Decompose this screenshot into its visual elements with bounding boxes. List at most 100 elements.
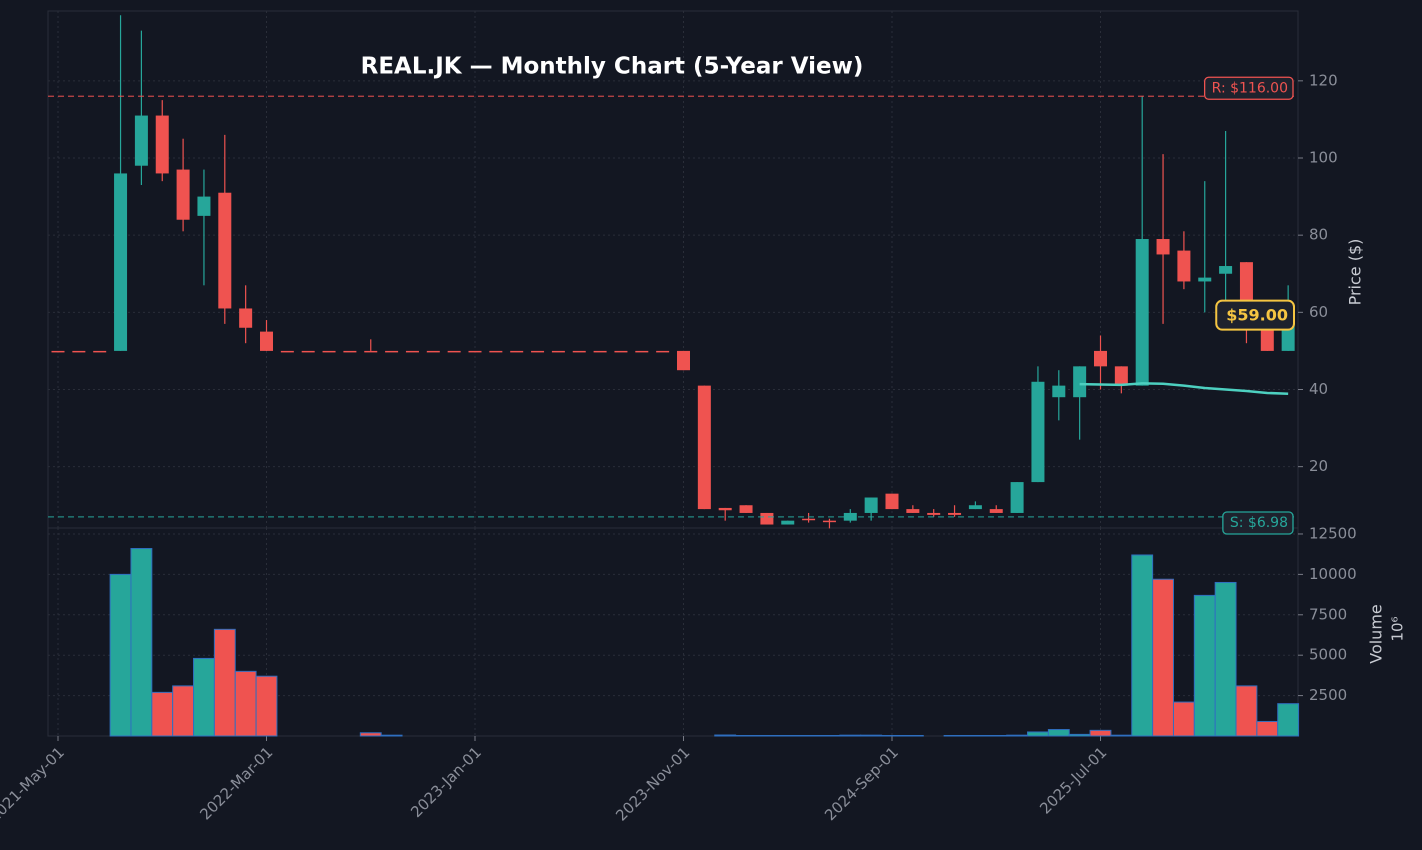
candle-body	[468, 350, 482, 353]
candle-body	[1114, 366, 1128, 386]
volume-bar	[1277, 703, 1300, 737]
candle-body	[635, 350, 649, 353]
candle-body	[1156, 239, 1170, 255]
candle-body	[822, 520, 836, 523]
candle-body	[781, 520, 795, 525]
volume-bar	[1172, 701, 1195, 737]
candle-body	[301, 350, 315, 353]
volume-bar	[1110, 734, 1133, 737]
candle-body	[51, 350, 65, 353]
candle-body	[93, 350, 107, 353]
candle-body	[1094, 350, 1107, 367]
candle-body	[176, 169, 190, 220]
volume-bar	[1089, 729, 1112, 737]
candle-body	[572, 350, 586, 353]
candle-body	[718, 507, 732, 511]
candle-body	[697, 385, 711, 510]
volume-bar	[172, 685, 195, 737]
volume-tick-label: 7500	[1309, 605, 1347, 623]
volume-bar	[193, 657, 215, 737]
volume-tick-label: 10000	[1309, 565, 1357, 583]
volume-bar	[213, 628, 236, 737]
candle-body	[343, 350, 357, 353]
volume-bar	[109, 573, 132, 737]
candle-body	[280, 350, 294, 353]
marks	[48, 15, 1300, 737]
volume-bar	[130, 548, 153, 737]
candle-body	[989, 509, 1003, 513]
candle-body	[1135, 239, 1149, 386]
volume-bar	[1027, 731, 1049, 737]
candle-body	[72, 350, 86, 353]
candle-body	[260, 331, 273, 351]
y-tick-label: 40	[1309, 380, 1328, 398]
candle-body	[489, 350, 503, 353]
volume-bar	[359, 732, 382, 737]
volume-bar	[1006, 734, 1029, 737]
volume-bar	[1256, 720, 1279, 737]
last-price-label: $59.00	[1226, 306, 1288, 325]
candle-body	[322, 350, 336, 353]
candle-body	[864, 497, 878, 513]
candle-body	[968, 505, 982, 510]
candle-body	[760, 512, 774, 525]
volume-bar	[255, 675, 278, 737]
candle-body	[656, 350, 670, 353]
candle-body	[1177, 250, 1191, 282]
candle-body	[197, 196, 211, 216]
candle-body	[218, 192, 232, 309]
candle-body	[906, 509, 920, 513]
volume-bar	[1047, 729, 1070, 737]
grid	[48, 11, 1303, 741]
y-tick-label: 80	[1309, 226, 1328, 244]
candle-body	[802, 518, 816, 521]
resistance-label-box	[1203, 76, 1294, 100]
volume-bar	[1193, 594, 1216, 737]
candle-body	[385, 350, 399, 353]
y-tick-label: 60	[1309, 303, 1328, 321]
candle-body	[1052, 385, 1066, 398]
candle-body	[739, 505, 753, 513]
volume-tick-label: 2500	[1309, 686, 1347, 704]
candle-body	[155, 115, 169, 174]
candle-body	[1031, 381, 1045, 483]
candle-body	[1010, 482, 1024, 513]
volume-bar	[151, 691, 174, 737]
volume-bar	[234, 670, 257, 737]
y-axis-label: Price ($)	[1346, 239, 1365, 306]
y-tick-label: 120	[1309, 71, 1338, 89]
candle-body	[677, 350, 690, 371]
candle-body	[114, 173, 128, 351]
moving-average	[1079, 382, 1289, 395]
last-price-box	[1215, 299, 1295, 331]
candle-body	[510, 350, 524, 353]
volume-axis-label: Volume	[1367, 604, 1386, 664]
y-tick-label: 20	[1309, 457, 1328, 475]
candle-body	[593, 350, 607, 353]
candle-body	[239, 308, 253, 328]
candle-body	[447, 350, 461, 353]
volume-bar	[1235, 685, 1258, 737]
candle-body	[885, 493, 899, 510]
candle-body	[1219, 266, 1233, 274]
volume-bar	[1068, 733, 1091, 737]
candle-body	[927, 512, 941, 515]
candle-body	[614, 350, 628, 353]
candle-body	[1073, 366, 1087, 398]
volume-bar	[714, 734, 737, 737]
volume-panel	[47, 527, 1299, 737]
volume-bar	[1152, 578, 1174, 737]
candle-body	[405, 350, 419, 353]
volume-bar	[1214, 581, 1237, 737]
y-tick-label: 100	[1309, 148, 1338, 166]
support-label: S: $6.98	[1230, 515, 1288, 531]
candle-body	[134, 115, 148, 166]
volume-bar	[860, 734, 883, 737]
candle-body	[531, 350, 545, 353]
volume-tick-label: 5000	[1309, 646, 1347, 664]
resistance-label: R: $116.00	[1212, 80, 1288, 96]
candle-body	[551, 350, 565, 353]
chart-title: REAL.JK — Monthly Chart (5-Year View)	[361, 54, 864, 80]
